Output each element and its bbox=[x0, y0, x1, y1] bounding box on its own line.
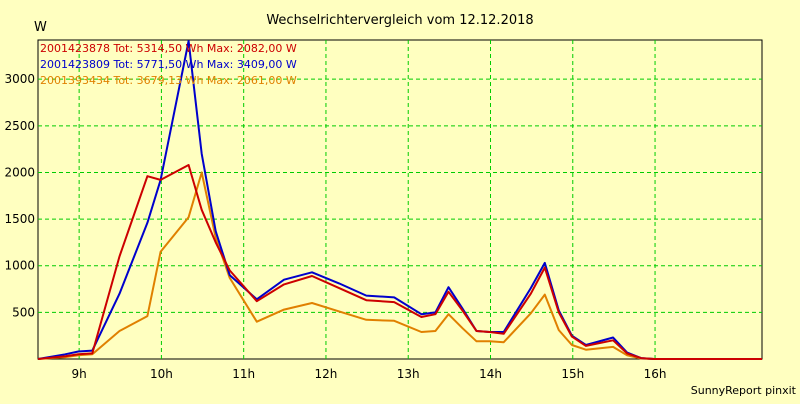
y-tick-label: 1500 bbox=[4, 212, 35, 226]
x-tick-label: 11h bbox=[232, 367, 255, 381]
series-line bbox=[37, 40, 762, 360]
x-tick-label: 14h bbox=[479, 367, 502, 381]
series-line bbox=[37, 164, 762, 360]
x-tick-label: 16h bbox=[644, 367, 667, 381]
footer-label: SunnyReport pinxit bbox=[691, 384, 797, 397]
plot-frame bbox=[37, 39, 763, 360]
x-tick-label: 15h bbox=[561, 367, 584, 381]
x-tick-label: 12h bbox=[315, 367, 338, 381]
x-tick-label: 10h bbox=[150, 367, 173, 381]
legend-entry: 2001423878 Tot: 5314,50 Wh Max: 2082,00 … bbox=[40, 42, 297, 55]
legend-entry: 2001423809 Tot: 5771,50 Wh Max: 3409,00 … bbox=[40, 58, 297, 71]
chart-title: Wechselrichtervergleich vom 12.12.2018 bbox=[266, 13, 533, 28]
y-tick-label: 1000 bbox=[4, 259, 35, 273]
plot-area: 500 1000 1500 2000 2500 3000 9h 10h 11h 12h 13h 14h… bbox=[4, 39, 763, 381]
x-tick-label: 9h bbox=[72, 367, 87, 381]
y-tick-label: 2000 bbox=[4, 165, 35, 179]
y-tick-label: 2500 bbox=[4, 119, 35, 133]
x-tick-label: 13h bbox=[397, 367, 420, 381]
y-tick-label: 3000 bbox=[4, 72, 35, 86]
y-axis-label: W bbox=[34, 20, 47, 35]
legend-entry: 2001393434 Tot: 3679,13 Wh Max: 2061,00 … bbox=[40, 74, 297, 87]
y-tick-label: 500 bbox=[12, 305, 35, 319]
